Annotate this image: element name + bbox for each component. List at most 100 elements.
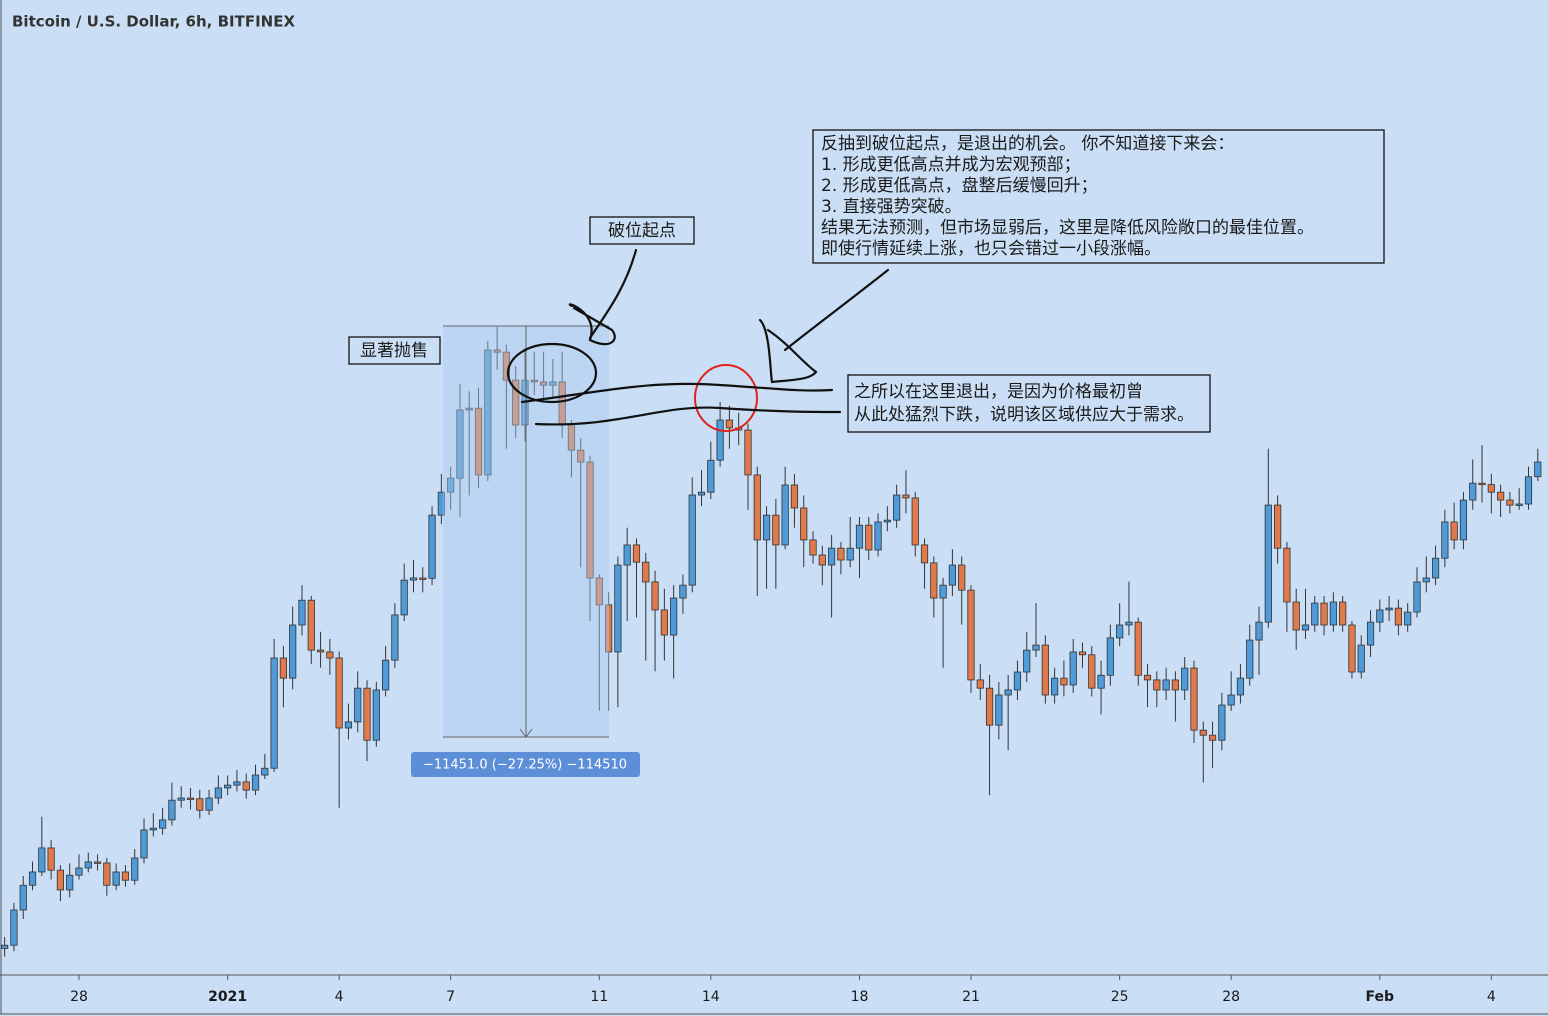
candle-body xyxy=(465,407,473,411)
candle-body xyxy=(605,604,613,653)
x-tick-label: 4 xyxy=(335,989,344,1005)
candle-body xyxy=(865,524,873,551)
candle-body xyxy=(400,579,408,616)
candle-body xyxy=(679,584,687,599)
candle-body xyxy=(902,494,910,499)
plan-line: 反抽到破位起点，是退出的机会。 你不知道接下来会： xyxy=(821,134,1234,154)
candle-body xyxy=(985,687,994,726)
candle-body xyxy=(1162,679,1170,691)
candle-body xyxy=(1013,671,1022,691)
candle-body xyxy=(279,657,287,679)
candle-body xyxy=(1431,557,1440,579)
candle-body xyxy=(1404,611,1412,626)
plan-text: 反抽到破位起点，是退出的机会。 你不知道接下来会：1. 形成更低高点并成为宏观预… xyxy=(821,134,1314,259)
candle-body xyxy=(428,514,436,579)
candle-body xyxy=(1497,491,1505,501)
candle-body xyxy=(818,554,826,566)
candle-body xyxy=(1487,484,1495,493)
x-tick-label: 7 xyxy=(446,989,455,1005)
candle-body xyxy=(307,599,315,651)
candle-body xyxy=(967,589,975,681)
candle-body xyxy=(298,599,306,626)
candle-body xyxy=(930,562,938,599)
candle-body xyxy=(1385,607,1393,611)
candle-body xyxy=(1181,667,1189,691)
candle-body xyxy=(1311,602,1319,626)
plan-line: 即使行情延续上涨，也只会错过一小段涨幅。 xyxy=(821,238,1161,259)
candle-body xyxy=(437,491,445,516)
candle-body xyxy=(1524,476,1533,505)
candle-body xyxy=(1116,624,1124,639)
candle-body xyxy=(1106,637,1114,676)
candle-body xyxy=(242,781,250,791)
x-tick-label: 28 xyxy=(1222,989,1240,1005)
candle-body xyxy=(790,484,799,509)
candle-body xyxy=(1292,601,1300,631)
candle-body xyxy=(1376,609,1384,623)
candle-body xyxy=(447,477,455,493)
candle-body xyxy=(1023,649,1031,673)
candle-body xyxy=(762,514,771,541)
selloff-label: 显著抛售 xyxy=(360,341,428,361)
candle-body xyxy=(586,461,594,579)
candle-body xyxy=(261,767,269,776)
candle-body xyxy=(828,547,836,566)
candle-body xyxy=(837,547,845,561)
candle-body xyxy=(1088,654,1096,689)
breakdown-box xyxy=(589,216,695,245)
candle-body xyxy=(781,484,789,546)
candle-body xyxy=(855,524,864,549)
candle-body xyxy=(920,544,929,564)
candle-body xyxy=(10,909,18,946)
candle-body xyxy=(623,544,631,566)
candle-body xyxy=(75,867,83,876)
candle-body xyxy=(688,494,696,586)
candle-body xyxy=(874,521,882,551)
candle-body xyxy=(1450,521,1458,541)
candle-body xyxy=(958,564,966,591)
reason-box xyxy=(847,374,1211,433)
candle-body xyxy=(1,944,9,949)
candle-body xyxy=(354,687,362,723)
candle-body xyxy=(1171,679,1180,691)
candle-body xyxy=(196,798,204,811)
candle-body xyxy=(1366,621,1375,646)
candle-body xyxy=(1301,624,1310,631)
candle-body xyxy=(660,609,668,636)
x-tick-label: 4 xyxy=(1487,989,1496,1005)
ink-circle xyxy=(506,342,598,404)
candle-body xyxy=(911,497,919,546)
candle-body xyxy=(382,659,390,691)
candle-body xyxy=(1227,694,1235,706)
candle-body xyxy=(800,507,808,541)
candle-body xyxy=(1329,601,1337,626)
candle-body xyxy=(316,649,325,653)
candle-body xyxy=(1060,677,1068,686)
candle-body xyxy=(168,799,176,821)
x-tick-label: 18 xyxy=(851,989,869,1005)
x-tick-label: 11 xyxy=(590,989,608,1005)
candle-body xyxy=(474,407,483,476)
candle-body xyxy=(1534,461,1542,478)
plan-line: 3. 直接强势突破。 xyxy=(821,197,962,217)
candle-body xyxy=(1394,607,1403,626)
candle-body xyxy=(224,784,232,789)
breakdown-label: 破位起点 xyxy=(608,221,676,241)
ink-line-upper xyxy=(520,382,834,404)
candle-body xyxy=(391,614,399,661)
ink-arrow-left xyxy=(568,248,638,346)
candle-body xyxy=(84,861,92,869)
ink-red-circle xyxy=(694,364,758,432)
candle-body xyxy=(1134,621,1142,676)
candle-body xyxy=(56,869,64,891)
candle-body xyxy=(1125,621,1133,626)
plan-box xyxy=(812,129,1385,264)
measure-arrowhead xyxy=(519,728,533,738)
candle-body xyxy=(1506,499,1514,506)
x-tick-label: Feb xyxy=(1366,989,1395,1005)
candle-body xyxy=(1264,504,1272,623)
reason-line: 之所以在这里退出，是因为价格最初曾 xyxy=(854,382,1143,402)
candle-body xyxy=(1283,547,1291,603)
candle-body xyxy=(1515,503,1523,506)
candle-body xyxy=(159,819,167,829)
